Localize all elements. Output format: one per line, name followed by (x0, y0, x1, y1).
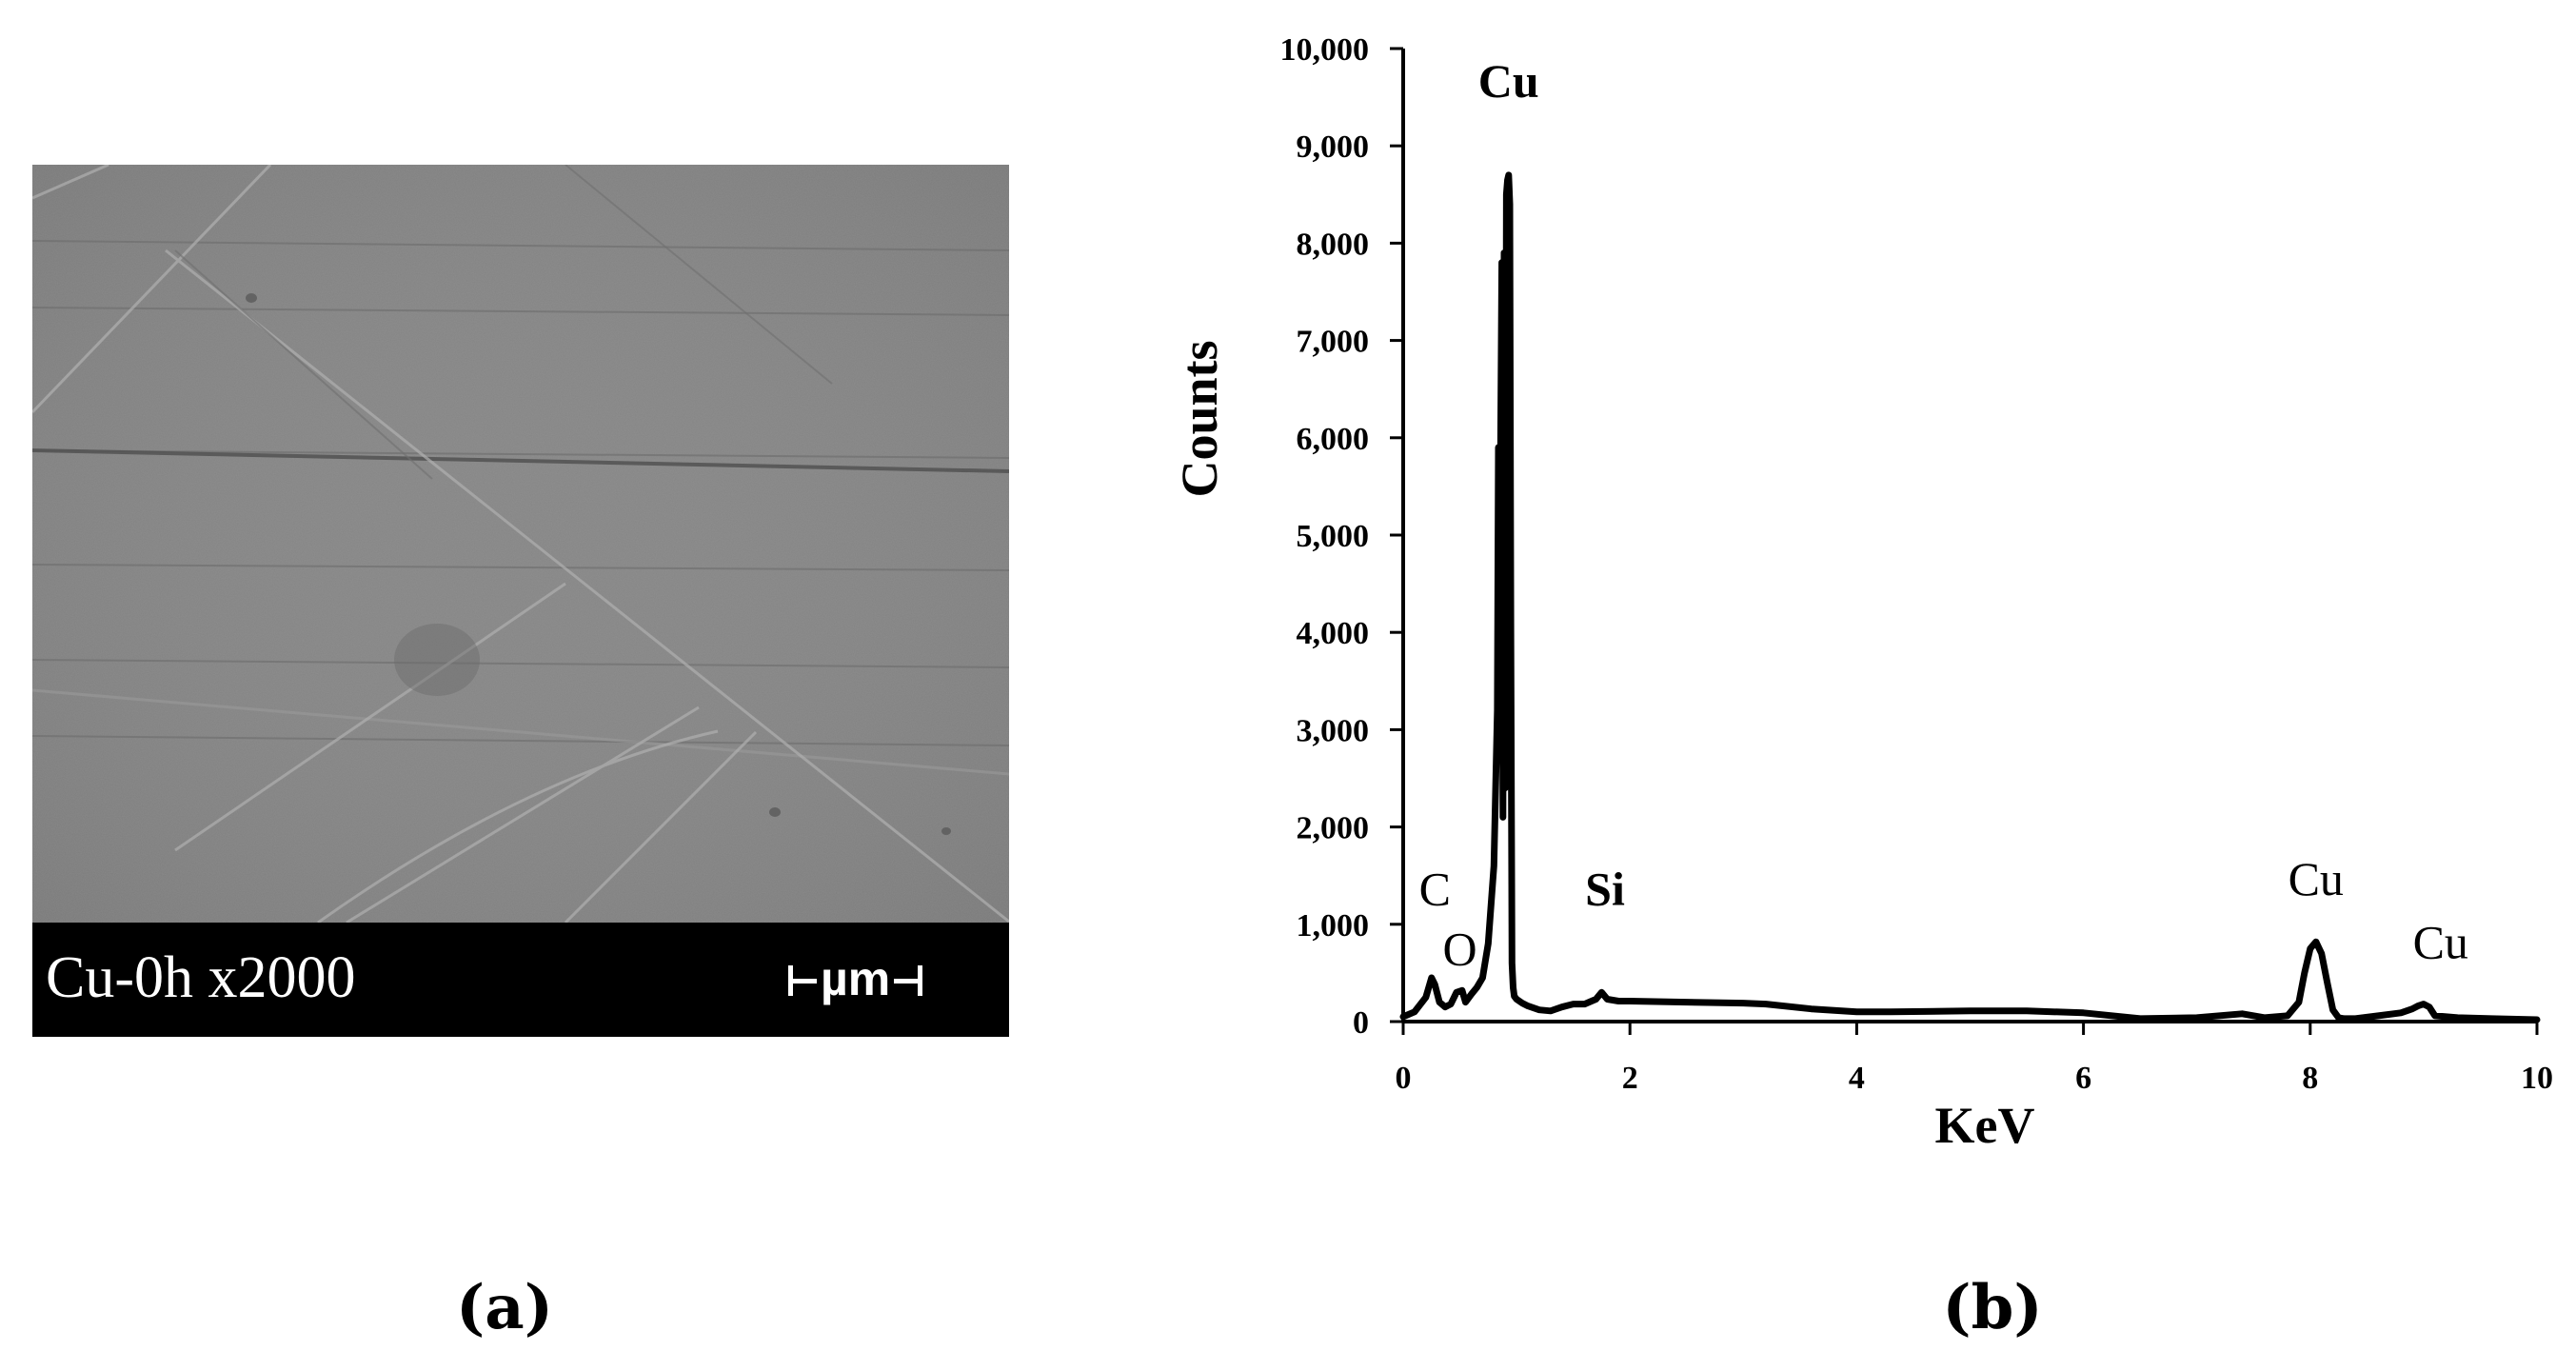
panel-label-b: (b) (1942, 1272, 2043, 1343)
scale-bar-left-cap (784, 960, 821, 998)
peak-label: Cu (2413, 916, 2468, 969)
x-tick-label: 6 (2075, 1061, 2091, 1096)
spectrum-line (1399, 171, 2541, 1023)
chart-series (1399, 171, 2541, 1023)
panel-label-a: (a) (455, 1272, 554, 1343)
peak-label: C (1419, 862, 1451, 915)
peak-label: Si (1585, 862, 1625, 915)
y-tick-label: 2,000 (1297, 811, 1370, 846)
eds-spectrum-chart: 0 1,000 2,000 3,000 4,000 5,000 6,000 7,000 8,00… (1171, 32, 2554, 1154)
chart-annotations: Cu CO Si Cu Cu (1419, 54, 2468, 976)
x-axis-title: KeV (1935, 1097, 2035, 1154)
chart-axes (1401, 49, 2537, 1023)
x-tick-label: 10 (2521, 1061, 2553, 1096)
x-tick-label: 2 (1622, 1061, 1638, 1096)
scale-bar-unit: µm (821, 951, 891, 1005)
peak-label: Cu (1478, 54, 1539, 108)
peak-label: Cu (2289, 852, 2344, 905)
scale-bar-right-cap (890, 960, 926, 998)
scale-bar: µm (784, 942, 926, 1012)
sem-info-bar: Cu-0h x2000 µm (32, 923, 1009, 1037)
y-tick-label: 1,000 (1297, 908, 1370, 944)
sem-sample-label: Cu-0h x2000 (46, 945, 356, 1010)
x-tick-label: 4 (1849, 1061, 1865, 1096)
y-tick-label: 5,000 (1297, 519, 1370, 554)
y-tick-label: 0 (1353, 1005, 1369, 1041)
y-tick-label: 6,000 (1297, 422, 1370, 457)
y-tick-label: 9,000 (1297, 129, 1370, 165)
peak-label: O (1442, 923, 1476, 976)
y-tick-label: 7,000 (1297, 325, 1370, 360)
x-tick-label: 8 (2302, 1061, 2318, 1096)
chart-ticks: 0 1,000 2,000 3,000 4,000 5,000 6,000 7,000 8,00… (1280, 32, 2554, 1096)
y-tick-label: 3,000 (1297, 713, 1370, 748)
y-tick-label: 10,000 (1280, 32, 1370, 68)
x-tick-label: 0 (1396, 1061, 1412, 1096)
y-tick-label: 8,000 (1297, 227, 1370, 262)
y-axis-title: Counts (1171, 340, 1228, 497)
y-tick-label: 4,000 (1297, 616, 1370, 651)
sem-panel: Cu-0h x2000 µm (32, 165, 1009, 1037)
sem-micrograph-image (32, 165, 1009, 923)
